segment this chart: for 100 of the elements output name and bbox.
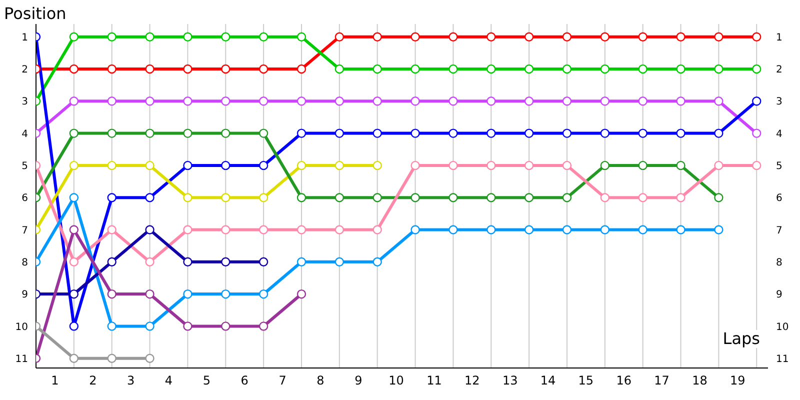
point: [638, 193, 648, 202]
point: [372, 193, 382, 202]
point: [296, 96, 306, 106]
point: [258, 257, 268, 267]
point: [183, 257, 192, 267]
point: [524, 64, 534, 74]
point: [600, 96, 610, 106]
point: [600, 160, 610, 170]
y-tick-label: 11: [15, 354, 28, 365]
point: [221, 160, 230, 170]
point: [183, 64, 192, 74]
point: [334, 257, 344, 267]
point: [372, 160, 382, 170]
point: [372, 32, 382, 42]
point: [524, 193, 534, 202]
point: [334, 225, 344, 234]
point: [296, 64, 306, 74]
point: [296, 289, 306, 299]
point: [107, 96, 116, 106]
point: [486, 160, 496, 170]
point: [410, 225, 420, 234]
point: [258, 160, 268, 170]
y-tick-label: 2: [22, 64, 28, 76]
point: [752, 96, 762, 106]
point: [372, 225, 382, 234]
point: [258, 128, 268, 138]
point: [258, 193, 268, 202]
point: [562, 96, 572, 106]
point: [676, 64, 686, 74]
point: [334, 64, 344, 74]
x-tick-label: 10: [388, 374, 404, 388]
point: [296, 128, 306, 138]
y2-tick-label: 2: [776, 64, 782, 76]
point: [448, 160, 458, 170]
y2-tick-label: 3: [776, 96, 782, 108]
point: [410, 160, 420, 170]
x-tick-label: 13: [502, 374, 518, 388]
point: [258, 64, 268, 74]
x-tick-label: 2: [89, 374, 97, 388]
y-tick-label: 10: [15, 322, 28, 333]
point: [714, 64, 724, 74]
point: [638, 32, 648, 42]
point: [676, 193, 686, 202]
point: [258, 32, 268, 42]
x-tick-label: 9: [354, 374, 362, 388]
x-tick-label: 4: [164, 374, 173, 388]
point: [448, 32, 458, 42]
point: [69, 32, 79, 42]
point: [334, 96, 344, 106]
point: [600, 32, 610, 42]
point: [69, 160, 79, 170]
point: [107, 193, 116, 202]
point: [714, 96, 724, 106]
point: [676, 225, 686, 234]
point: [334, 32, 344, 42]
x-tick-label: 8: [316, 374, 324, 388]
point: [486, 225, 496, 234]
point: [410, 96, 420, 106]
y2-tick-label: 9: [776, 290, 782, 301]
point: [638, 160, 648, 170]
point: [183, 32, 192, 42]
point: [334, 193, 344, 202]
point: [410, 64, 420, 74]
point: [752, 160, 762, 170]
y2-tick-label: 10: [776, 322, 789, 333]
point: [676, 160, 686, 170]
point: [145, 32, 154, 42]
point: [107, 64, 116, 74]
point: [638, 225, 648, 234]
point: [600, 225, 610, 234]
point: [221, 289, 230, 299]
point: [524, 160, 534, 170]
point: [107, 225, 116, 234]
point: [145, 96, 154, 106]
point: [676, 96, 686, 106]
point: [183, 128, 192, 138]
point: [296, 257, 306, 267]
x-tick-label: 15: [578, 374, 594, 388]
point: [372, 257, 382, 267]
point: [486, 32, 496, 42]
point: [448, 96, 458, 106]
point: [638, 96, 648, 106]
point: [221, 225, 230, 234]
point: [486, 193, 496, 202]
y-tick-label: 3: [22, 96, 28, 108]
point: [448, 64, 458, 74]
point: [486, 64, 496, 74]
point: [752, 128, 762, 138]
point: [107, 289, 116, 299]
point: [258, 96, 268, 106]
point: [752, 32, 762, 42]
point: [524, 32, 534, 42]
point: [107, 322, 116, 331]
point: [638, 64, 648, 74]
point: [714, 225, 724, 234]
point: [448, 193, 458, 202]
point: [448, 225, 458, 234]
point: [258, 289, 268, 299]
y-tick-label: 8: [22, 257, 28, 268]
point: [221, 32, 230, 42]
